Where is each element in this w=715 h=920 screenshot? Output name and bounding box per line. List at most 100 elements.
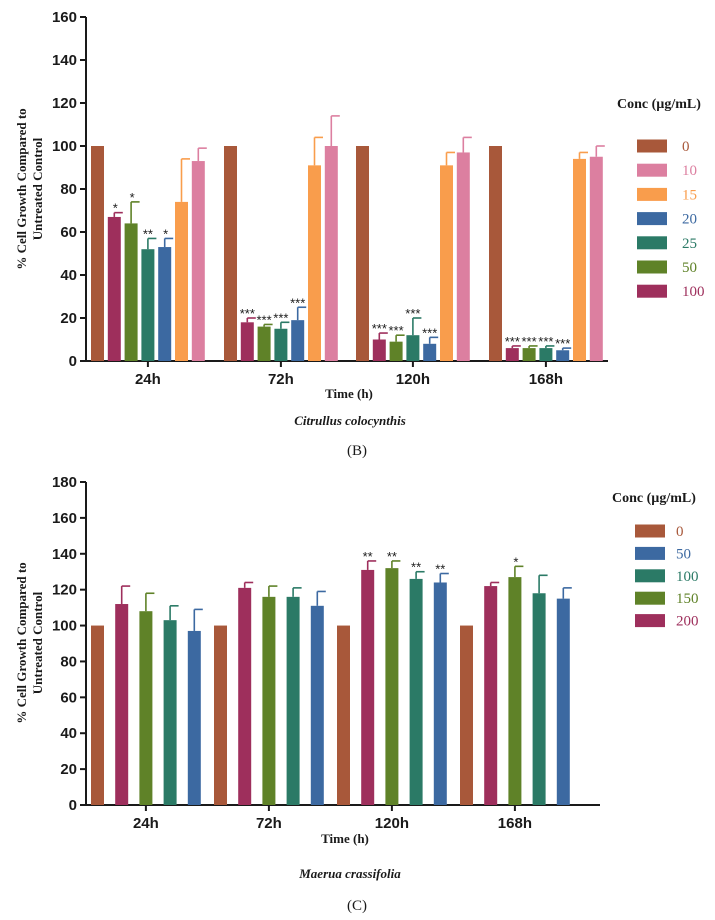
x-category-label: 24h — [135, 371, 161, 388]
y-tick-label: 40 — [60, 725, 77, 742]
x-category-label: 168h — [529, 371, 563, 388]
significance-label: *** — [389, 323, 404, 338]
bar — [308, 165, 321, 361]
bar — [191, 161, 205, 361]
y-tick-label: 60 — [60, 224, 77, 241]
y-axis-title: % Cell Growth Compared toUntreated Contr… — [14, 108, 45, 269]
significance-label: *** — [240, 306, 255, 321]
bar — [389, 341, 403, 361]
x-category-label: 72h — [268, 371, 294, 388]
legend-label: 20 — [682, 212, 697, 228]
x-axis-title: Time (h) — [325, 386, 373, 401]
y-tick-label: 180 — [52, 474, 77, 491]
x-category-label: 120h — [375, 815, 409, 832]
significance-label: *** — [257, 312, 272, 327]
bar — [440, 165, 453, 361]
y-tick-label: 120 — [52, 582, 77, 599]
legend-swatch — [635, 591, 665, 605]
legend-label: 15 — [682, 187, 697, 203]
bar — [423, 343, 437, 361]
significance-label: * — [130, 190, 135, 205]
x-category-label: 120h — [396, 371, 430, 388]
bar — [291, 320, 305, 361]
bar — [141, 249, 155, 361]
legend-label: 100 — [676, 569, 699, 585]
bar — [385, 568, 399, 805]
y-tick-label: 140 — [52, 546, 77, 563]
legend-swatch — [637, 187, 667, 201]
significance-label: ** — [363, 549, 373, 564]
legend-swatch — [637, 139, 667, 153]
legend-label: 0 — [676, 524, 684, 540]
legend-swatch — [635, 546, 665, 560]
bar — [224, 146, 237, 361]
legend-label: 150 — [676, 591, 699, 607]
panel-label: (B) — [347, 443, 367, 459]
panel-label: (C) — [347, 898, 367, 914]
significance-label: *** — [522, 334, 537, 349]
significance-label: *** — [422, 325, 437, 340]
bar — [257, 326, 271, 361]
bar — [91, 146, 104, 361]
legend-label: 0 — [682, 139, 690, 155]
bar — [456, 152, 470, 361]
significance-label: *** — [555, 336, 570, 351]
bar — [433, 582, 447, 805]
bar — [310, 605, 324, 805]
bar — [532, 593, 546, 805]
bar — [214, 625, 227, 805]
bar — [484, 586, 498, 805]
bar — [589, 156, 603, 361]
species-name: Maerua crassifolia — [298, 866, 401, 881]
significance-label: ** — [435, 562, 445, 577]
bar — [508, 577, 522, 805]
y-tick-label: 0 — [69, 797, 77, 814]
legend-swatch — [637, 284, 667, 298]
x-category-label: 24h — [133, 815, 159, 832]
species-name: Citrullus colocynthis — [294, 413, 406, 428]
y-tick-label: 80 — [60, 653, 77, 670]
significance-label: *** — [405, 306, 420, 321]
bar — [505, 348, 519, 361]
bar — [139, 611, 153, 805]
bar — [286, 596, 300, 805]
bar — [238, 587, 252, 805]
significance-label: *** — [538, 334, 553, 349]
legend-label: 50 — [682, 260, 697, 276]
bar — [324, 146, 338, 361]
y-tick-label: 120 — [52, 95, 77, 112]
bar — [91, 625, 104, 805]
legend-swatch — [637, 212, 667, 226]
x-category-label: 72h — [256, 815, 282, 832]
significance-label: ** — [411, 560, 421, 575]
y-tick-label: 160 — [52, 9, 77, 26]
significance-label: *** — [290, 295, 305, 310]
bar — [522, 348, 536, 361]
y-axis-title-line: Untreated Control — [30, 591, 45, 694]
y-tick-label: 0 — [69, 353, 77, 370]
x-category-label: 168h — [498, 815, 532, 832]
legend-label: 100 — [682, 284, 705, 300]
y-axis-title-line: % Cell Growth Compared to — [14, 108, 29, 269]
y-tick-label: 100 — [52, 138, 77, 155]
legend-label: 50 — [676, 546, 691, 562]
legend-label: 10 — [682, 163, 697, 179]
legend-swatch — [635, 524, 665, 538]
bar — [539, 348, 553, 361]
y-axis-title: % Cell Growth Compared toUntreated Contr… — [14, 562, 45, 723]
legend: Conc (µg/mL) 0 10 15 20 25 50 100 — [617, 97, 705, 300]
significance-label: *** — [372, 321, 387, 336]
legend-label: 200 — [676, 614, 699, 630]
y-axis-title-line: Untreated Control — [30, 137, 45, 240]
legend-swatch — [637, 236, 667, 250]
y-tick-label: 100 — [52, 618, 77, 635]
bar — [356, 146, 369, 361]
bar — [573, 158, 586, 361]
bar — [556, 598, 570, 805]
bar — [409, 578, 423, 805]
legend-title: Conc (µg/mL) — [612, 491, 696, 506]
y-tick-label: 40 — [60, 267, 77, 284]
